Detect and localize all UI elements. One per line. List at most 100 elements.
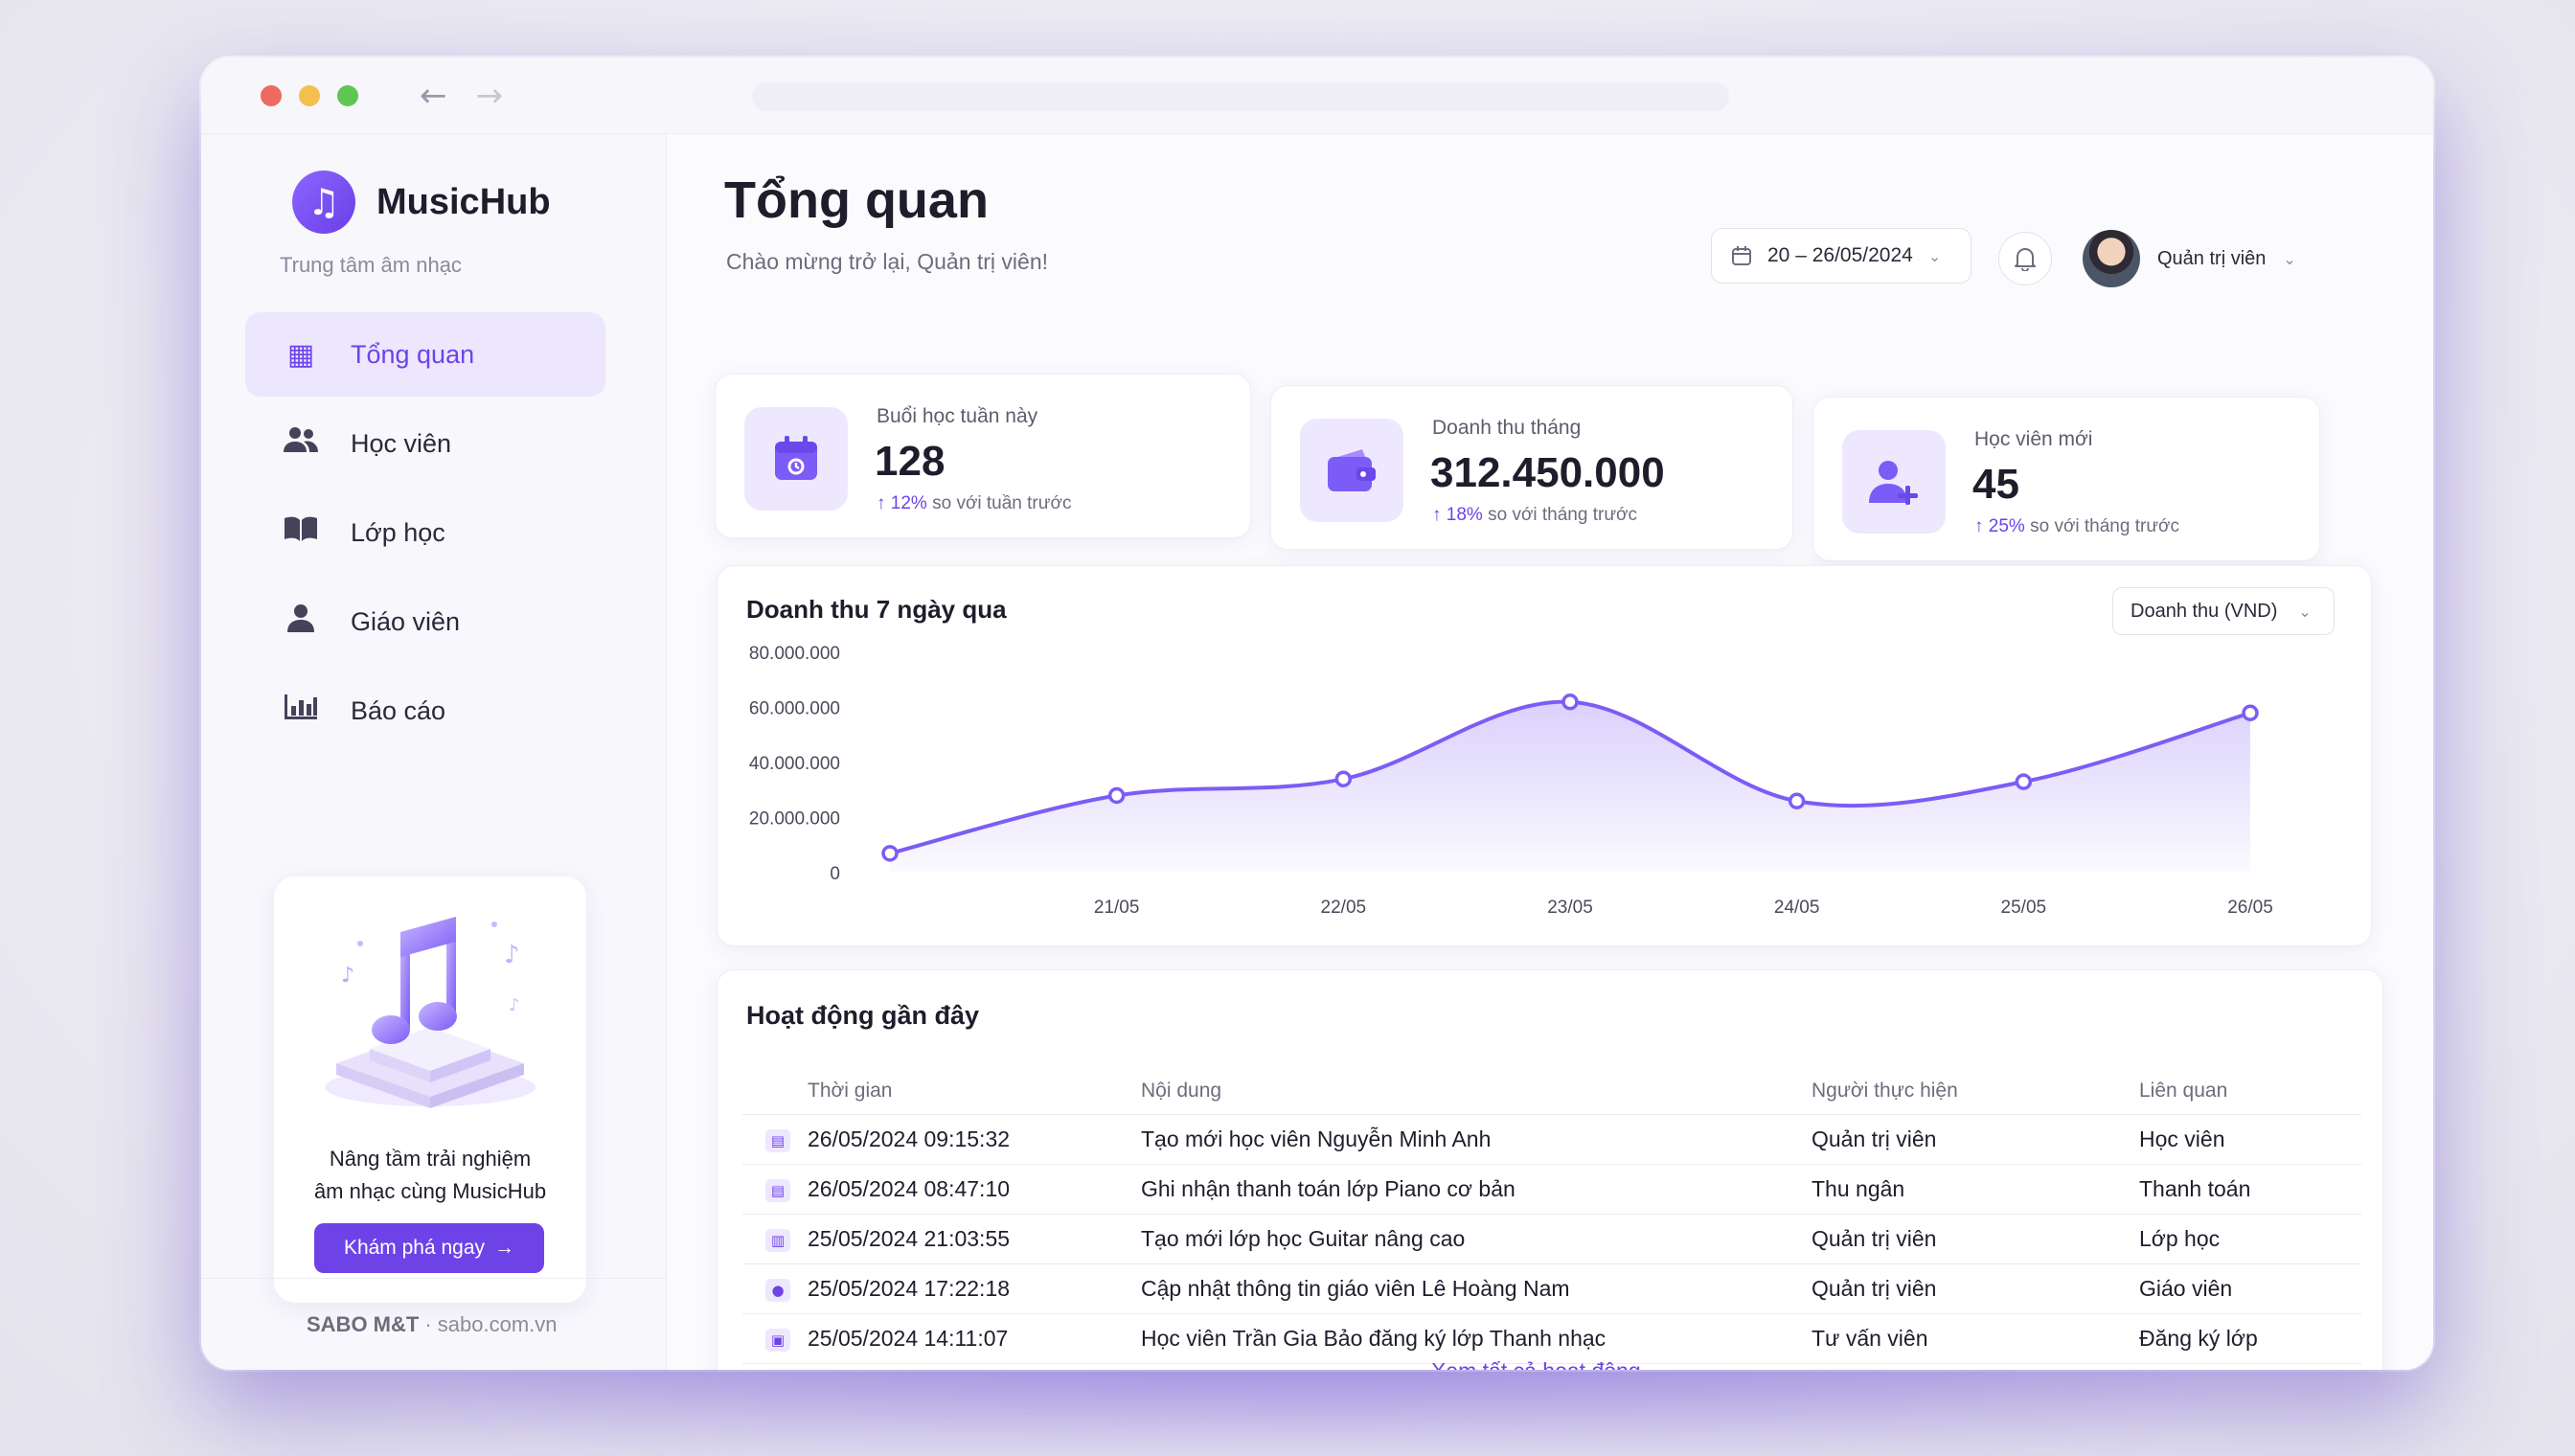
enroll-row-icon: ▣: [765, 1329, 790, 1352]
revenue-data-point: [881, 845, 899, 862]
address-bar[interactable]: [752, 82, 1729, 111]
svg-text:♪: ♪: [504, 941, 520, 969]
brand[interactable]: ♫ MusicHub: [292, 171, 551, 234]
trend-up: ↑ 12%: [877, 493, 927, 513]
table-row[interactable]: ● 25/05/2024 17:22:18 Cập nhật thông tin…: [742, 1263, 2361, 1314]
table-row[interactable]: ▣ 25/05/2024 14:11:07 Học viên Trần Gia …: [742, 1313, 2361, 1364]
avatar: [2083, 230, 2140, 287]
row-actor: Quản trị viên: [1812, 1114, 2139, 1165]
sidebar-item-label: Tổng quan: [351, 339, 475, 369]
table-row[interactable]: ▤ 26/05/2024 08:47:10 Ghi nhận thanh toá…: [742, 1164, 2361, 1215]
row-related: Lớp học: [2139, 1214, 2361, 1264]
kpi-trend: ↑ 25% so với tháng trước: [1974, 516, 2179, 537]
chart-metric-value: Doanh thu (VND): [2131, 600, 2278, 622]
kpi-card-lessons[interactable]: Buổi học tuần này 128 ↑ 12% so với tuần …: [715, 374, 1251, 538]
kpi-value: 45: [1972, 461, 2019, 508]
row-related: Giáo viên: [2139, 1263, 2361, 1314]
kpi-card-revenue[interactable]: Doanh thu tháng 312.450.000 ↑ 18% so với…: [1270, 385, 1793, 550]
column-header-actor: Người thực hiện: [1812, 1068, 2139, 1115]
explore-now-button[interactable]: Khám phá ngay →: [314, 1223, 544, 1273]
window-titlebar: ← →: [201, 57, 2433, 134]
revenue-data-point: [1107, 786, 1126, 805]
kpi-card-new-students[interactable]: Học viên mới 45 ↑ 25% so với tháng trước: [1812, 397, 2320, 561]
date-range-picker[interactable]: 20 – 26/05/2024 ⌄: [1711, 228, 1971, 284]
row-related: Học viên: [2139, 1114, 2361, 1165]
y-tick-label: 60.000.000: [749, 699, 840, 719]
trend-up: ↑ 25%: [1974, 516, 2025, 536]
y-tick-label: 80.000.000: [749, 644, 840, 664]
kpi-label: Học viên mới: [1974, 428, 2093, 450]
kpi-trend: ↑ 18% so với tháng trước: [1432, 505, 1637, 526]
chevron-down-icon: ⌄: [2283, 249, 2296, 268]
revenue-data-point: [1561, 694, 1579, 711]
brand-name: MusicHub: [376, 181, 551, 222]
sidebar-item-label: Giáo viên: [351, 606, 461, 636]
arrow-right-icon: →: [494, 1237, 515, 1259]
sidebar-item-label: Học viên: [351, 428, 452, 458]
column-header-content: Nội dung: [1141, 1068, 1812, 1115]
trend-text: so với tháng trước: [1488, 505, 1638, 525]
kpi-trend: ↑ 12% so với tuần trước: [877, 493, 1071, 514]
sidebar-item-hoc-vien[interactable]: Học viên: [245, 401, 605, 486]
row-content: Tạo mới học viên Nguyễn Minh Anh: [1141, 1114, 1812, 1165]
row-actor: Quản trị viên: [1812, 1263, 2139, 1314]
chart-title: Doanh thu 7 ngày qua: [746, 595, 1007, 624]
chart-metric-select[interactable]: Doanh thu (VND) ⌄: [2112, 587, 2335, 635]
x-tick-label: 24/05: [1774, 898, 1820, 918]
close-window-button[interactable]: [261, 84, 282, 106]
recent-activity-card: Hoạt động gần đây Thời gian Nội dung Ngư…: [717, 969, 2383, 1370]
calendar-icon: [744, 407, 848, 511]
sidebar-item-bao-cao[interactable]: Báo cáo: [245, 669, 605, 753]
promo-card: ♪ ♪ ♪ Nâng tầm trải nghiệm âm nhạc cùng …: [274, 876, 586, 1303]
row-time: 25/05/2024 17:22:18: [808, 1263, 1141, 1314]
minimize-window-button[interactable]: [299, 84, 320, 106]
sidebar-item-giao-vien[interactable]: Giáo viên: [245, 580, 605, 664]
back-arrow-icon[interactable]: ←: [420, 76, 447, 115]
x-tick-label: 25/05: [2001, 898, 2047, 918]
row-time: 25/05/2024 14:11:07: [808, 1313, 1141, 1364]
sidebar-item-tong-quan[interactable]: ▦ Tổng quan: [245, 312, 605, 397]
x-tick-label: 26/05: [2227, 898, 2273, 918]
x-tick-label: 23/05: [1547, 898, 1593, 918]
table-header-icon: [742, 1068, 808, 1115]
svg-text:♪: ♪: [509, 995, 520, 1015]
see-all-activity-link[interactable]: Xem tất cả hoạt động →: [718, 1358, 2382, 1370]
kpi-label: Buổi học tuần này: [877, 405, 1038, 427]
revenue-data-point: [1788, 792, 1806, 809]
sidebar-menu: ▦ Tổng quan Học viên Lớp học Giáo viên: [245, 312, 605, 758]
notification-bell-button[interactable]: [1998, 232, 2052, 285]
app-window: ← → ♫ MusicHub Trung tâm âm nhạc ▦ Tổng …: [201, 57, 2433, 1370]
sidebar-item-lop-hoc[interactable]: Lớp học: [245, 490, 605, 575]
brand-subtitle: Trung tâm âm nhạc: [280, 253, 462, 277]
chevron-down-icon: ⌄: [2298, 602, 2312, 621]
forward-arrow-icon[interactable]: →: [475, 76, 504, 115]
sidebar: ♫ MusicHub Trung tâm âm nhạc ▦ Tổng quan…: [201, 134, 667, 1370]
bell-icon: [2015, 248, 2036, 271]
revenue-data-point: [2242, 704, 2259, 721]
wallet-icon: [1300, 419, 1403, 522]
book-icon: [280, 514, 322, 551]
kpi-value: 128: [875, 438, 946, 485]
table-row[interactable]: ▤ 26/05/2024 09:15:32 Tạo mới học viên N…: [742, 1114, 2361, 1165]
row-related: Đăng ký lớp: [2139, 1313, 2361, 1364]
user-menu[interactable]: Quản trị viên ⌄: [2083, 230, 2296, 287]
table-row[interactable]: ▥ 25/05/2024 21:03:55 Tạo mới lớp học Gu…: [742, 1214, 2361, 1264]
trend-up: ↑ 18%: [1432, 505, 1483, 525]
report-icon: [280, 693, 322, 729]
welcome-subtitle: Chào mừng trở lại, Quản trị viên!: [726, 249, 1049, 274]
teacher-icon: [280, 603, 322, 641]
row-time: 25/05/2024 21:03:55: [808, 1214, 1141, 1264]
maximize-window-button[interactable]: [337, 84, 358, 106]
page-title: Tổng quan: [724, 171, 989, 229]
row-content: Học viên Trần Gia Bảo đăng ký lớp Thanh …: [1141, 1313, 1812, 1364]
class-row-icon: ▥: [765, 1229, 790, 1252]
dashboard-icon: ▦: [286, 337, 315, 372]
calendar-icon: [1732, 246, 1751, 265]
row-content: Cập nhật thông tin giáo viên Lê Hoàng Na…: [1141, 1263, 1812, 1314]
revenue-data-point: [1334, 770, 1353, 787]
promo-line-1: Nâng tầm trải nghiệm: [329, 1147, 532, 1171]
explore-now-label: Khám phá ngay: [343, 1237, 486, 1259]
row-actor: Quản trị viên: [1812, 1214, 2139, 1264]
company-site-link[interactable]: · sabo.com.vn: [424, 1311, 558, 1336]
revenue-data-point: [2015, 773, 2033, 790]
